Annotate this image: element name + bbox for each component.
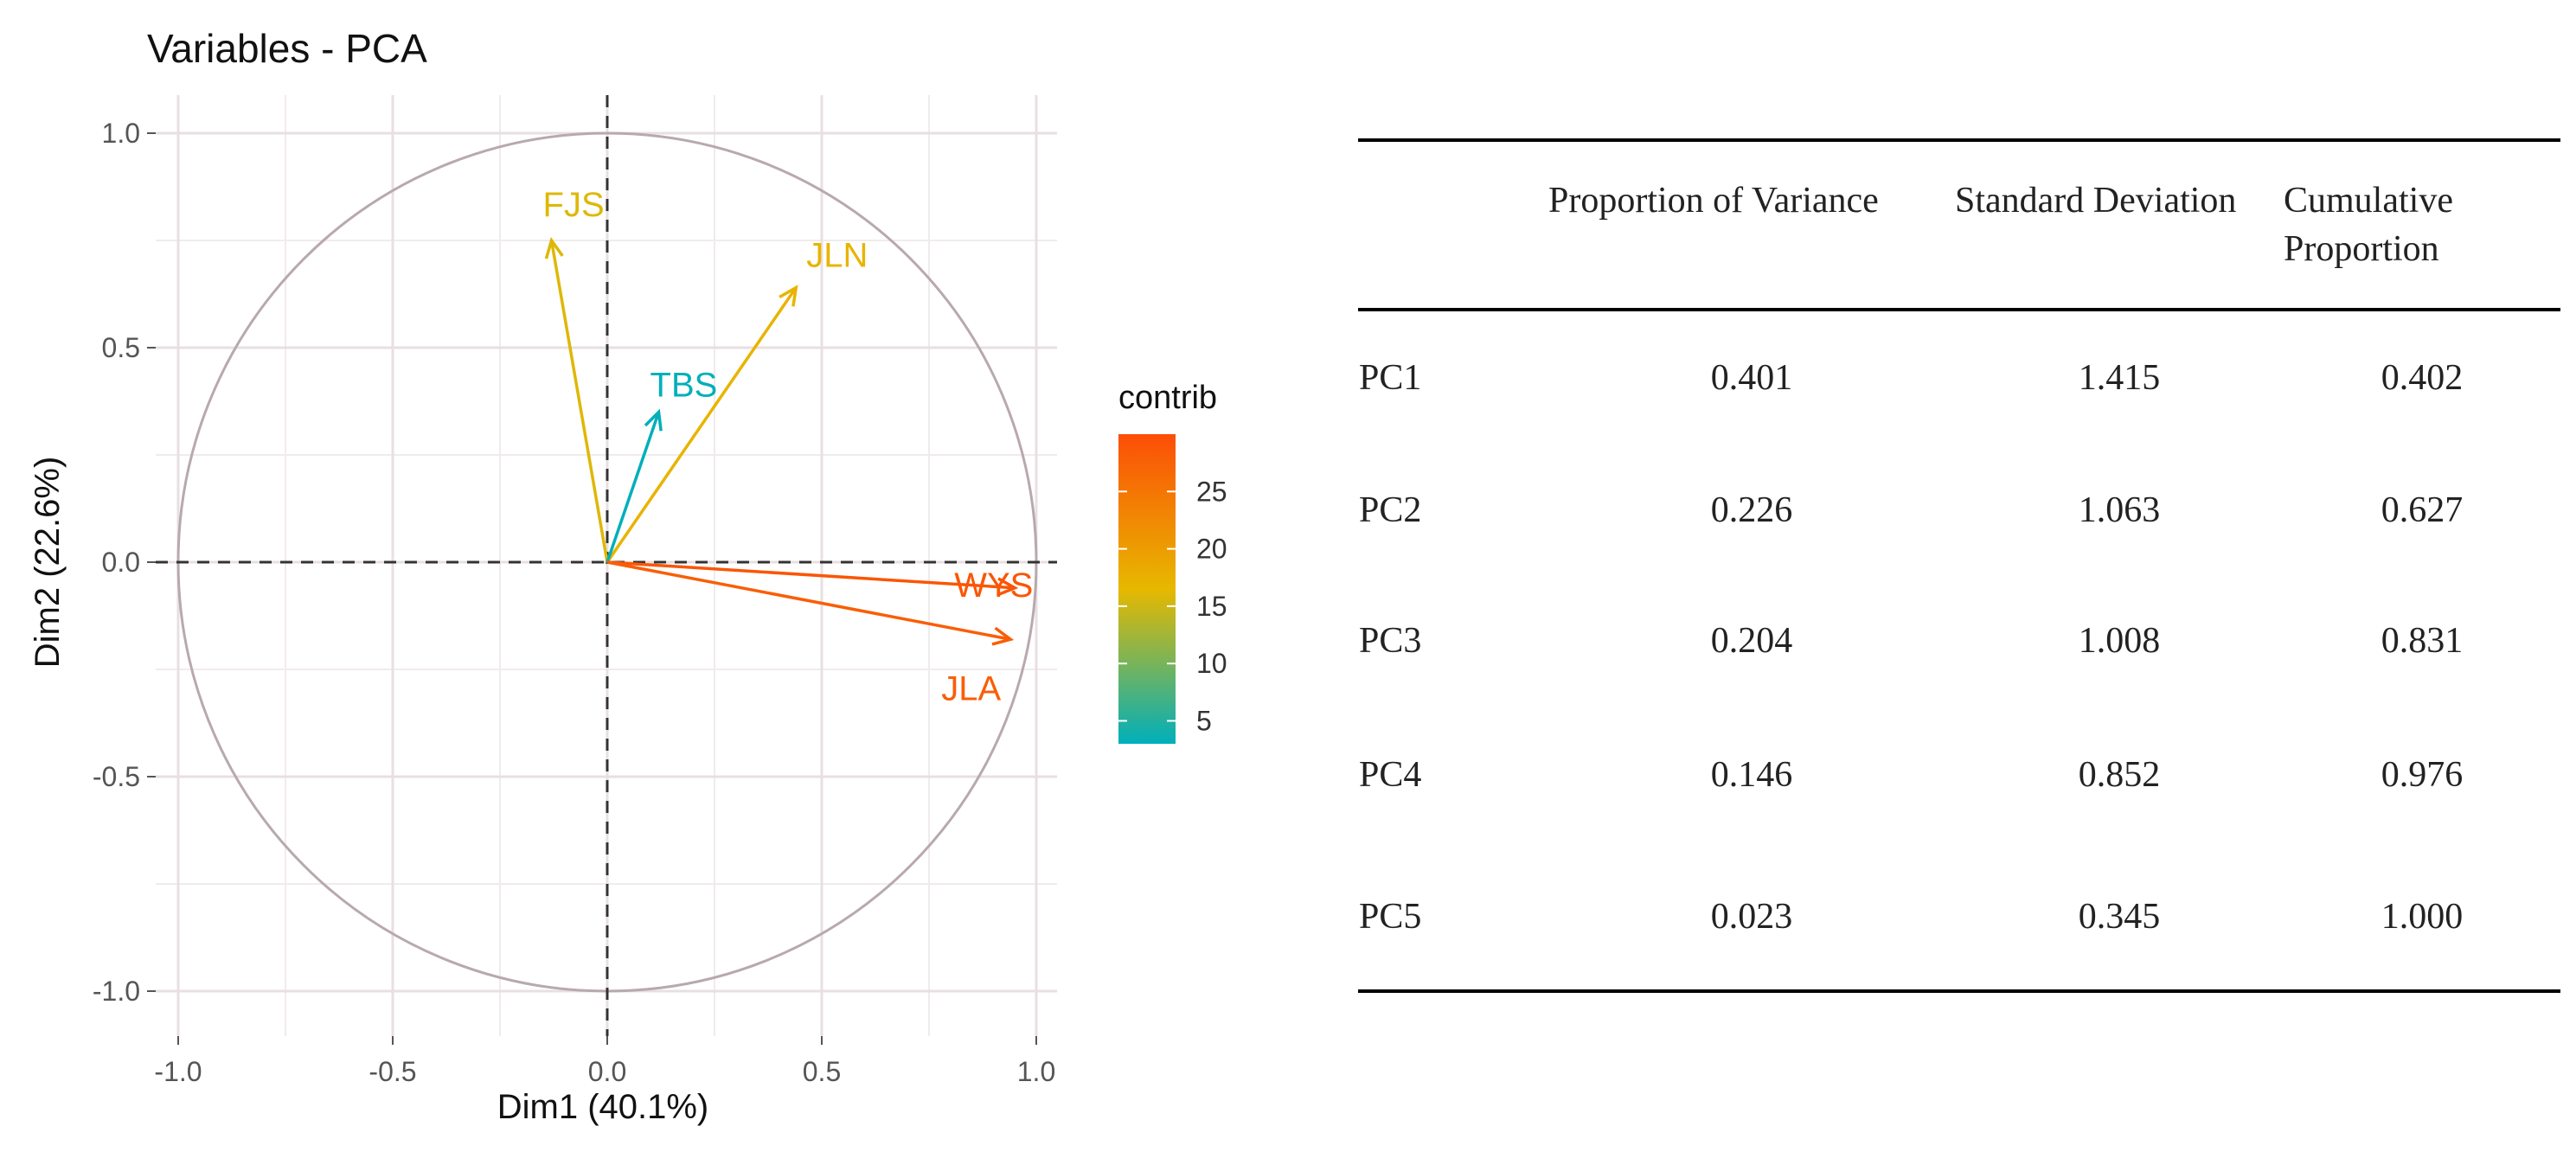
x-axis-label: Dim1 (40.1%) <box>497 1088 709 1126</box>
pca-variables-chart: Variables - PCA -1.0 -0.5 0.0 0.5 1.0 -1.0 -0.… <box>29 26 1227 1126</box>
table-cell: 1.000 <box>2284 844 2560 993</box>
legend-tick-label: 25 <box>1196 476 1227 507</box>
row-label: PC2 <box>1359 490 1422 530</box>
row-label: PC4 <box>1359 755 1422 795</box>
arrow-jla <box>606 560 1010 639</box>
y-tick-label: 1.0 <box>102 118 140 149</box>
legend-tick-label: 15 <box>1196 591 1227 622</box>
table-cell: 0.976 <box>2381 755 2464 795</box>
arrow-fjs <box>552 240 609 563</box>
table-cell: 0.852 <box>2078 755 2161 795</box>
table-cell: 1.063 <box>2078 490 2161 530</box>
legend-ticks: 25 20 15 10 5 <box>1118 476 1227 736</box>
legend-colorbar <box>1118 434 1176 744</box>
table-row: PC4 0.146 0.852 0.976 <box>1358 706 2560 844</box>
table-row: PC2 0.226 1.063 0.627 <box>1358 444 2560 576</box>
label-wys: WYS <box>954 566 1033 605</box>
table-cell: 0.146 <box>1710 755 1793 795</box>
arrow-tbs <box>606 412 659 563</box>
table-header-cumulative: Cumulative Proportion <box>2284 138 2560 311</box>
table-header-proportion: Proportion of Variance <box>1548 138 1955 311</box>
row-label: PC1 <box>1359 357 1422 398</box>
table-cell: 1.008 <box>2078 621 2161 661</box>
row-label: PC3 <box>1359 621 1422 661</box>
x-tick-label: -1.0 <box>154 1056 202 1087</box>
table-row: PC5 0.023 0.345 1.000 <box>1358 844 2560 993</box>
table-row: PC1 0.401 1.415 0.402 <box>1358 310 2560 444</box>
variable-arrows: FJS JLN TBS WYS JLA <box>543 186 1034 707</box>
table-row: PC3 0.204 1.008 0.831 <box>1358 576 2560 706</box>
label-jln: JLN <box>806 237 868 275</box>
y-tick-label: 0.0 <box>102 547 140 578</box>
table-cell: 0.345 <box>1955 844 2284 993</box>
table-header-blank <box>1358 138 1548 311</box>
legend-tick-label: 10 <box>1196 648 1227 679</box>
label-jla: JLA <box>941 669 1001 707</box>
arrowhead-jla <box>991 626 1015 646</box>
x-tick-label: 0.0 <box>588 1056 626 1087</box>
row-label: PC5 <box>1358 844 1548 993</box>
y-tick-label: 0.5 <box>102 332 140 363</box>
y-axis-label: Dim2 (22.6%) <box>29 457 67 669</box>
axis-ticks: -1.0 -0.5 0.0 0.5 1.0 -1.0 -0.5 0.0 0.5 1.0 <box>93 118 1055 1087</box>
table-cell: 0.401 <box>1710 357 1793 398</box>
arrowhead-wys <box>996 577 1019 597</box>
table-cell: 0.402 <box>2381 357 2464 398</box>
variance-table: Proportion of Variance Standard Deviatio… <box>1358 138 2560 993</box>
x-tick-label: 0.5 <box>803 1056 841 1087</box>
table-cell: 0.627 <box>2381 490 2464 530</box>
arrow-wys <box>606 560 1015 588</box>
label-tbs: TBS <box>650 366 718 404</box>
arrowhead-jln <box>779 285 798 307</box>
contrib-legend: contrib 25 20 15 10 5 <box>1118 380 1227 744</box>
legend-tick-label: 20 <box>1196 534 1227 565</box>
y-tick-label: -1.0 <box>93 976 140 1007</box>
table-cell: 1.415 <box>2078 357 2161 398</box>
table-cell: 0.831 <box>2381 621 2464 661</box>
table-header-sd: Standard Deviation <box>1955 138 2284 311</box>
legend-tick-label: 5 <box>1196 705 1212 736</box>
table-cell: 0.023 <box>1548 844 1955 993</box>
x-tick-label: -0.5 <box>368 1056 416 1087</box>
arrowhead-tbs <box>644 408 663 432</box>
table-cell: 0.204 <box>1710 621 1793 661</box>
x-tick-label: 1.0 <box>1017 1056 1055 1087</box>
arrow-jln <box>606 288 798 563</box>
table-cell: 0.226 <box>1710 490 1793 530</box>
chart-title: Variables - PCA <box>147 26 427 71</box>
label-fjs: FJS <box>543 186 605 224</box>
y-tick-label: -0.5 <box>93 761 140 792</box>
variance-table-container: Proportion of Variance Standard Deviatio… <box>1358 138 2560 1012</box>
arrowhead-fjs <box>544 237 564 259</box>
legend-title: contrib <box>1118 380 1217 416</box>
